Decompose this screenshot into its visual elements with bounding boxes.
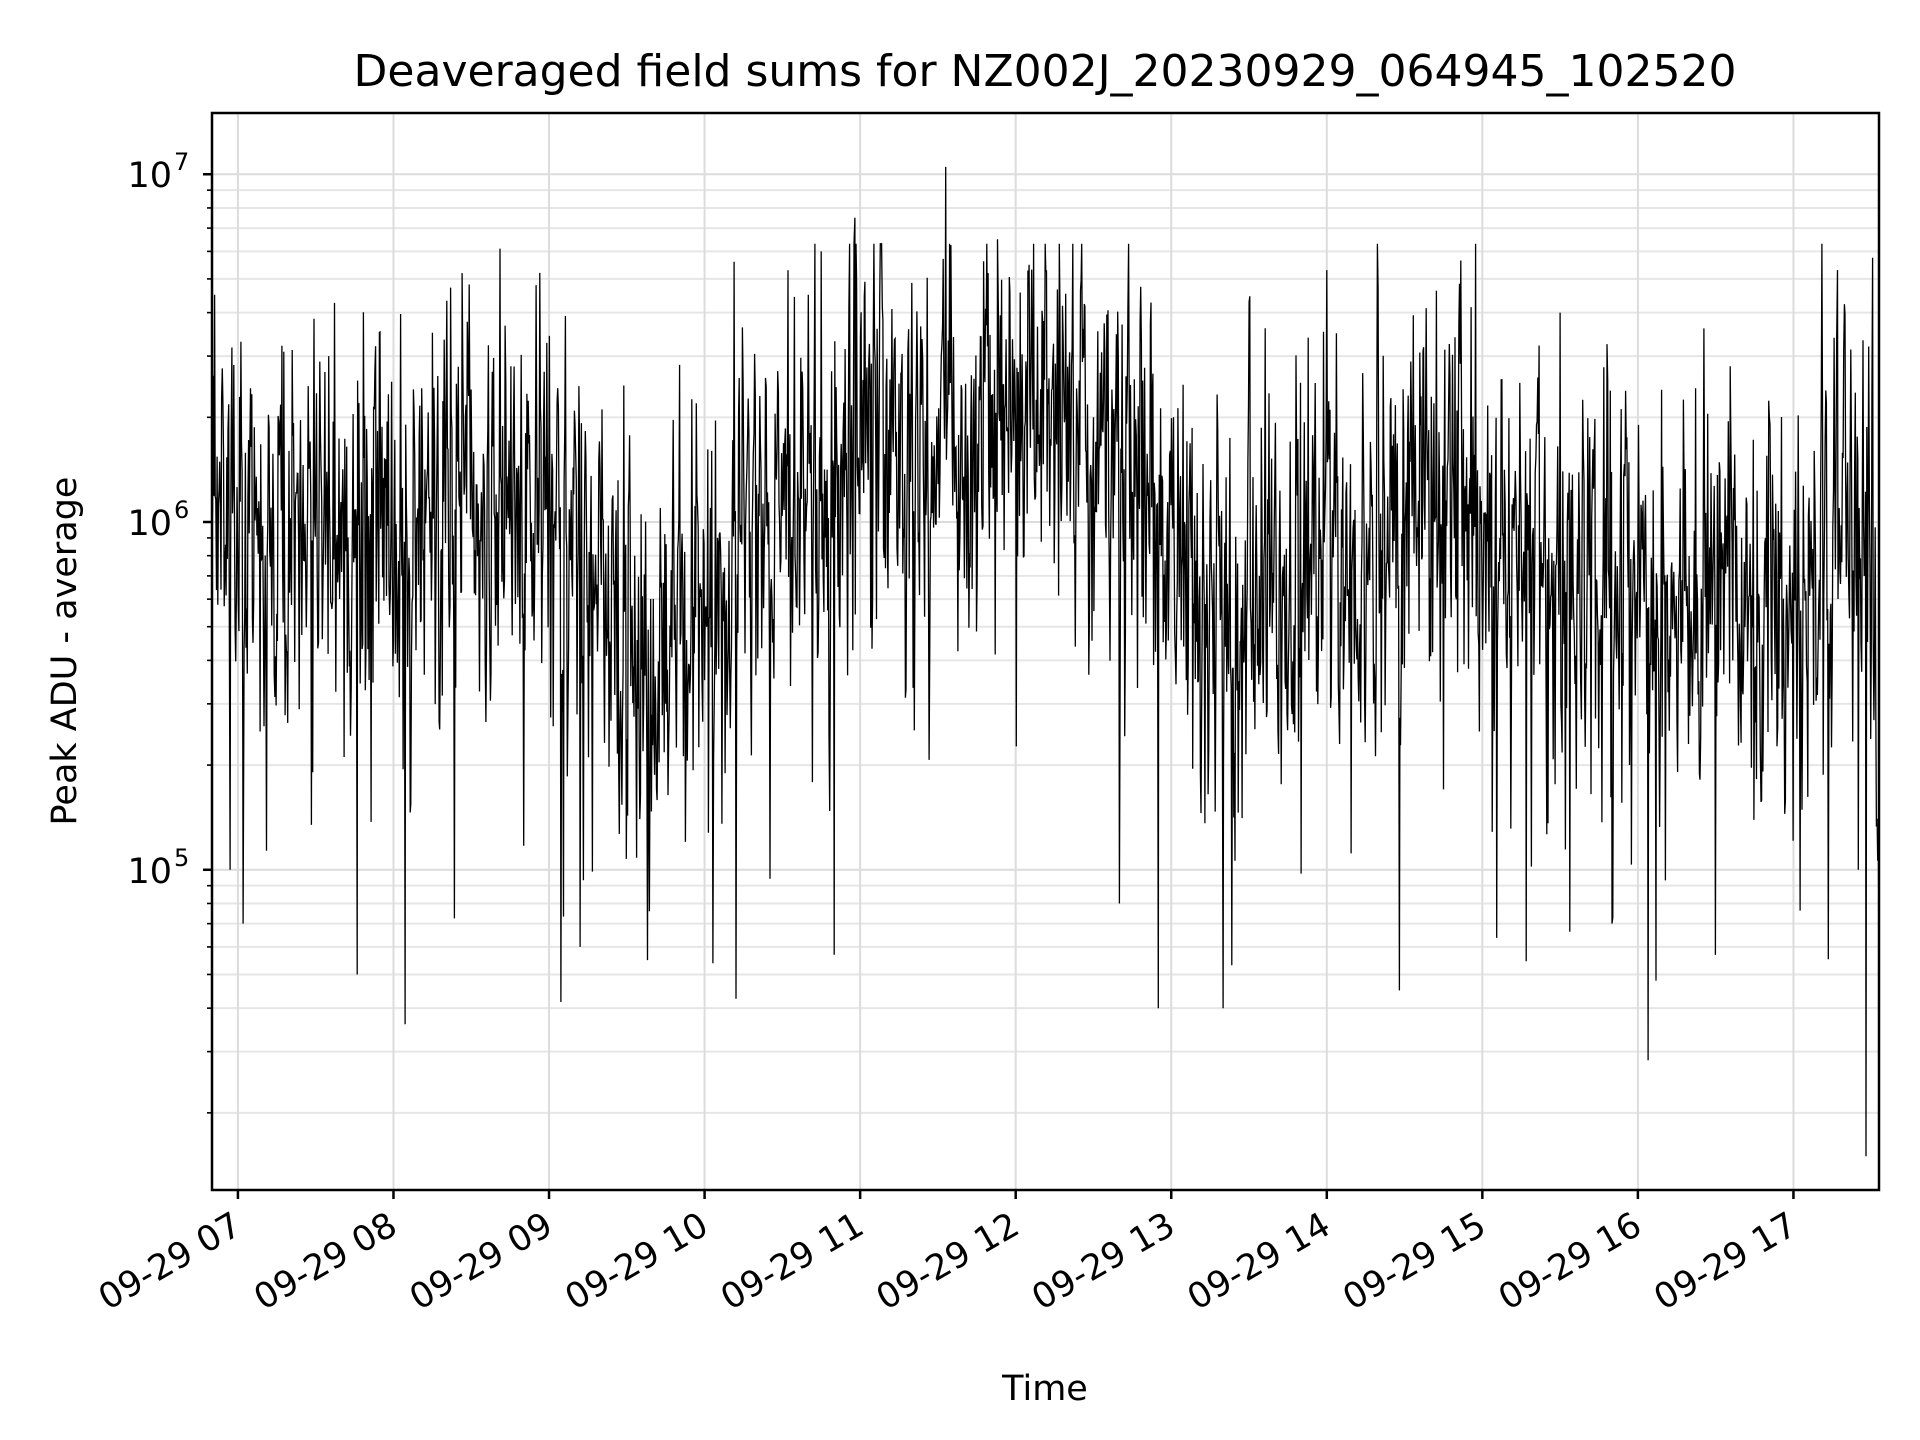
- y-tick-exponent: 6: [174, 496, 189, 524]
- y-tick-exponent: 7: [174, 148, 189, 176]
- series-line: [211, 166, 1880, 1157]
- y-tick-label: 10: [127, 156, 172, 196]
- x-axis-label: Time: [1001, 1369, 1088, 1409]
- y-tick-label: 10: [127, 504, 172, 544]
- y-axis-label: Peak ADU - average: [45, 477, 85, 826]
- plot-series: [211, 166, 1880, 1157]
- plot-frame: [210, 111, 1881, 1192]
- y-tick-exponent: 5: [174, 844, 189, 872]
- chart-title: Deaveraged field sums for NZ002J_2023092…: [354, 46, 1737, 97]
- y-tick-label: 10: [127, 852, 172, 892]
